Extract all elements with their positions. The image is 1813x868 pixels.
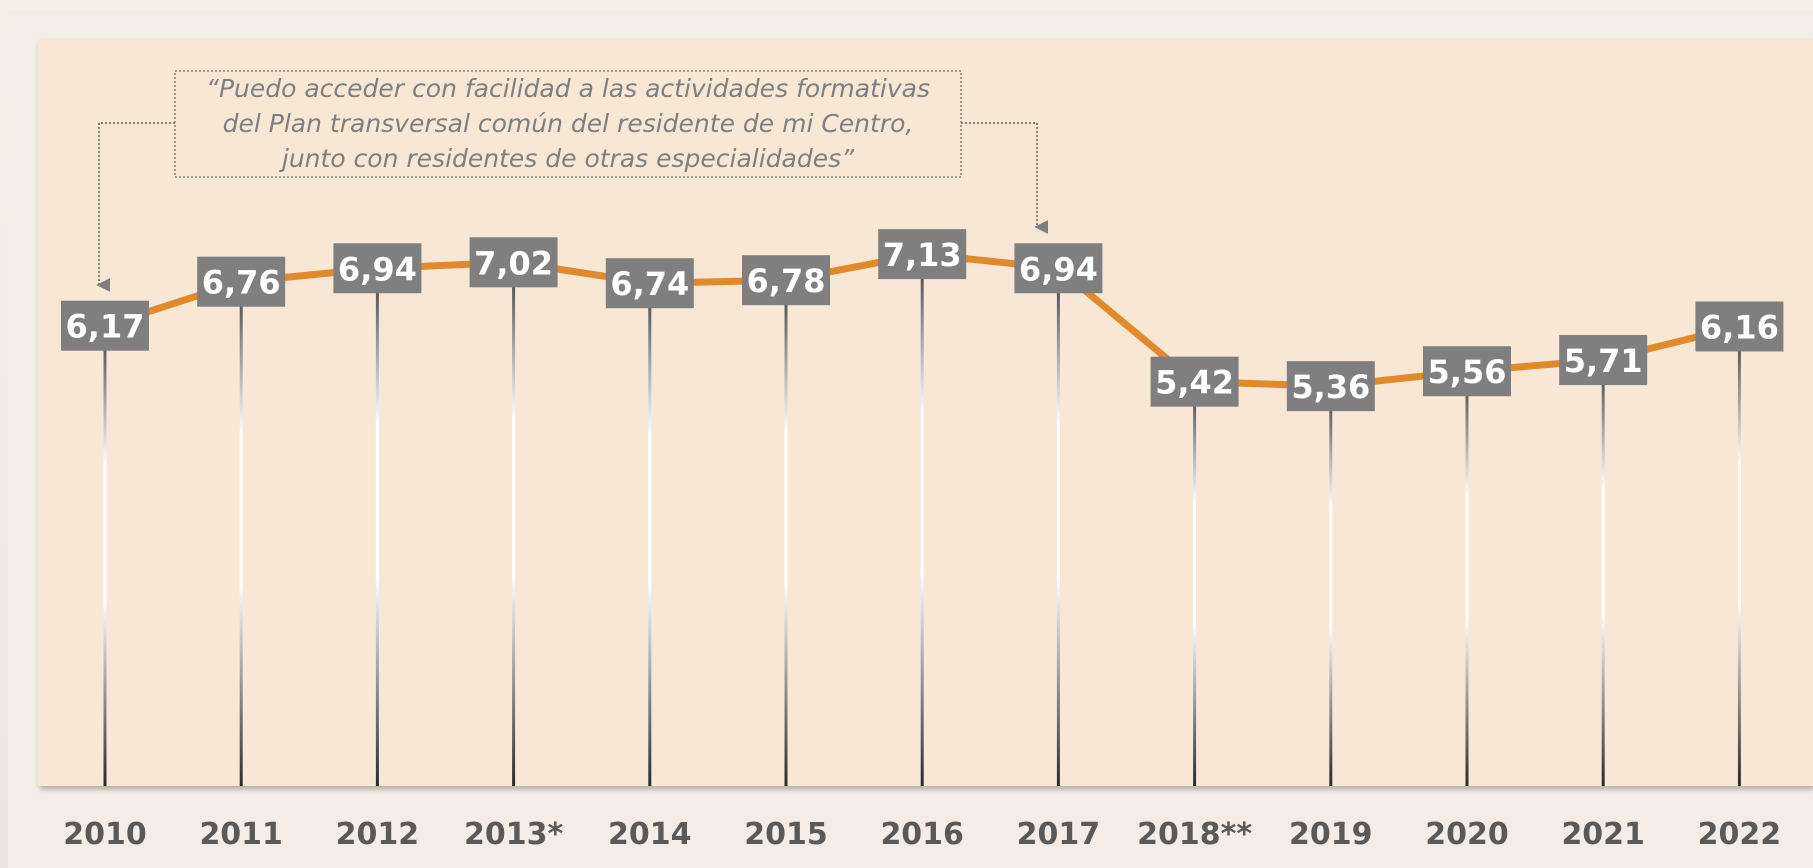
value-label: 6,17 [66, 308, 145, 346]
value-label: 5,42 [1155, 364, 1234, 402]
stem [1737, 326, 1741, 786]
stem [784, 280, 788, 786]
stem [239, 281, 243, 786]
stem [1056, 268, 1060, 786]
value-label: 6,78 [747, 262, 826, 300]
value-label-box [1695, 301, 1784, 352]
value-label-box [333, 243, 422, 294]
stem [920, 254, 924, 787]
x-tick-label: 2014 [608, 817, 692, 852]
x-tick-label: 2012 [336, 817, 420, 852]
annotation-box [174, 70, 962, 178]
value-label: 6,76 [202, 264, 281, 302]
annotation-connector [961, 122, 1049, 234]
x-tick-label: 2022 [1698, 817, 1782, 852]
annotation-line: del Plan transversal común del residente… [223, 109, 914, 138]
value-label-box [1423, 346, 1511, 397]
stem [375, 268, 379, 786]
value-label: 7,13 [883, 236, 962, 274]
x-tick-label: 2018** [1137, 817, 1252, 852]
value-label: 6,16 [1700, 308, 1779, 346]
value-label-box [1559, 335, 1648, 386]
x-tick-label: 2016 [880, 817, 964, 852]
x-tick-label: 2010 [63, 817, 147, 852]
value-label: 5,36 [1291, 368, 1370, 406]
x-tick-label: 2019 [1289, 817, 1373, 852]
x-tick-label: 2015 [744, 817, 828, 852]
stem [103, 325, 107, 786]
stem [1193, 381, 1197, 786]
value-label: 7,02 [474, 244, 553, 282]
value-label-box [197, 256, 286, 307]
x-tick-label: 2011 [199, 817, 283, 852]
x-tick-label: 2017 [1017, 817, 1101, 852]
stem [512, 262, 516, 787]
x-tick-label: 2013* [464, 817, 563, 852]
stem [1329, 386, 1333, 786]
annotation-connector [96, 122, 175, 292]
value-label: 6,94 [1019, 250, 1098, 288]
x-tick-label: 2021 [1561, 817, 1645, 852]
value-label-box [878, 229, 967, 280]
value-label-box [1286, 361, 1375, 412]
stem [1601, 360, 1605, 786]
value-label-box [469, 237, 558, 288]
x-tick-label: 2020 [1425, 817, 1509, 852]
value-label: 6,74 [610, 265, 689, 303]
value-label-box [1014, 243, 1103, 294]
stem [648, 283, 652, 786]
value-label: 5,71 [1564, 342, 1643, 380]
value-label-box [742, 255, 830, 306]
stem [1465, 371, 1469, 786]
annotation-line: “Puedo acceder con facilidad a las activ… [206, 74, 930, 103]
plot-area [38, 40, 1813, 786]
annotation-line: junto con residentes de otras especialid… [279, 144, 855, 173]
value-label-box [1150, 356, 1239, 407]
value-label: 6,94 [338, 250, 417, 288]
value-label-box [605, 258, 694, 309]
value-label-box [61, 300, 149, 351]
value-label: 5,56 [1428, 353, 1507, 391]
